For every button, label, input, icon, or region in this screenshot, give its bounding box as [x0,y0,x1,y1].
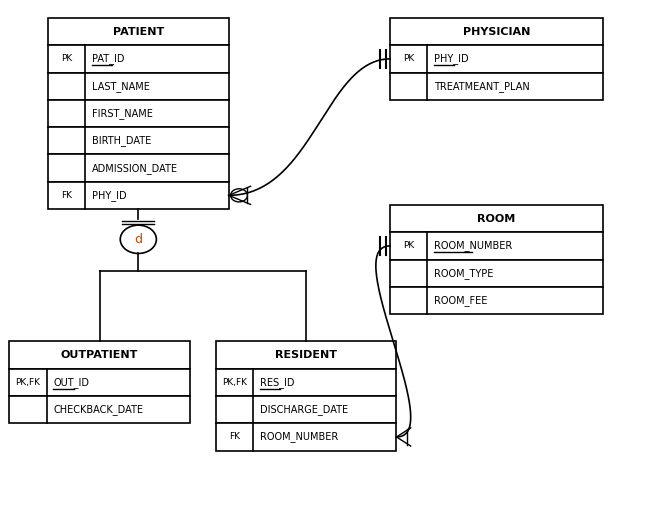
Text: PHY_ID: PHY_ID [92,190,126,201]
Bar [48,182,229,209]
Bar [390,73,603,100]
Bar [48,18,229,45]
Bar [48,45,229,73]
Bar [48,154,229,182]
Text: OUT_ID: OUT_ID [53,377,89,388]
Text: ROOM_TYPE: ROOM_TYPE [434,268,493,278]
Bar [48,73,229,100]
Text: ADMISSION_DATE: ADMISSION_DATE [92,162,178,174]
Bar [390,233,603,260]
Bar [48,100,229,127]
Text: PK,FK: PK,FK [16,378,40,387]
Text: DISCHARGE_DATE: DISCHARGE_DATE [260,404,348,415]
Bar [390,205,603,233]
Text: ROOM_FEE: ROOM_FEE [434,295,488,306]
Text: LAST_NAME: LAST_NAME [92,81,150,91]
Text: ROOM_NUMBER: ROOM_NUMBER [260,431,338,443]
Text: CHECKBACK_DATE: CHECKBACK_DATE [53,404,143,415]
Bar [390,260,603,287]
Text: BIRTH_DATE: BIRTH_DATE [92,135,151,146]
Text: ROOM_NUMBER: ROOM_NUMBER [434,241,512,251]
Bar [9,369,190,396]
Text: RESIDENT: RESIDENT [275,350,337,360]
Bar [390,45,603,73]
Text: PK,FK: PK,FK [222,378,247,387]
Text: RES_ID: RES_ID [260,377,294,388]
Text: d: d [134,233,143,246]
Text: PHY_ID: PHY_ID [434,54,469,64]
Bar [215,369,396,396]
Text: FIRST_NAME: FIRST_NAME [92,108,153,119]
Bar [390,18,603,45]
Bar [9,396,190,423]
Text: PAT_ID: PAT_ID [92,54,124,64]
Bar [390,287,603,314]
Text: FK: FK [229,432,240,442]
Text: PK: PK [61,54,72,63]
Text: PATIENT: PATIENT [113,27,164,37]
Text: PK: PK [403,54,415,63]
Text: PK: PK [403,241,415,250]
Text: OUTPATIENT: OUTPATIENT [61,350,138,360]
Bar [215,341,396,369]
Bar [9,341,190,369]
Text: ROOM: ROOM [477,214,516,224]
Bar [215,423,396,451]
Text: TREATMEANT_PLAN: TREATMEANT_PLAN [434,81,530,91]
Text: PHYSICIAN: PHYSICIAN [463,27,530,37]
Bar [215,396,396,423]
Text: FK: FK [61,191,72,200]
Bar [48,127,229,154]
